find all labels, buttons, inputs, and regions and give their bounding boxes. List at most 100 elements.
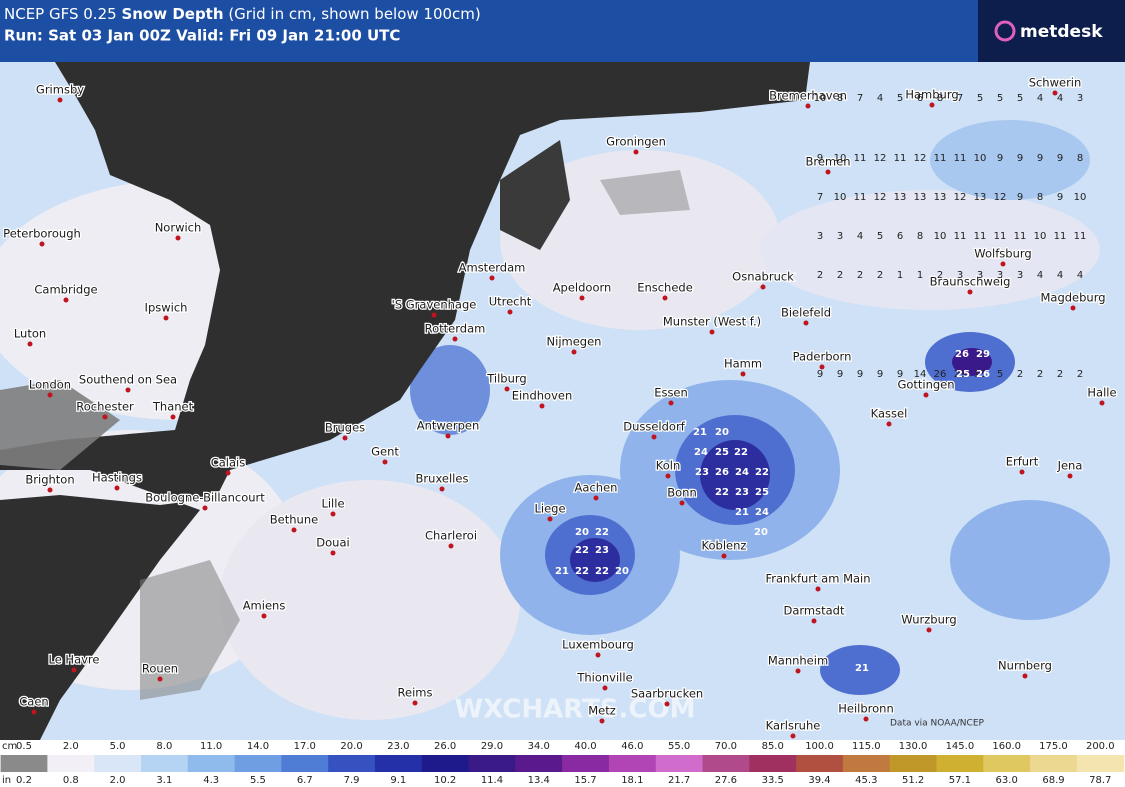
city-dot xyxy=(790,733,796,739)
grid-value: 9 xyxy=(837,369,843,380)
legend-in-label: 2.0 xyxy=(110,775,126,786)
peak-value: 25 xyxy=(755,487,769,498)
grid-value: 12 xyxy=(914,153,927,164)
grid-value: 5 xyxy=(977,93,983,104)
city-dot xyxy=(665,473,671,479)
grid-value: 2 xyxy=(857,270,863,281)
land-outline xyxy=(0,170,690,700)
legend-cm-label: 23.0 xyxy=(387,741,409,752)
legend-in-label: 63.0 xyxy=(996,775,1018,786)
grid-value: 2 xyxy=(877,270,883,281)
legend-swatch xyxy=(983,755,1031,772)
grid-value: 4 xyxy=(1077,270,1083,281)
legend-swatch xyxy=(749,755,797,772)
legend-cm-label: 11.0 xyxy=(200,741,222,752)
grid-value: 13 xyxy=(974,192,987,203)
city-dot xyxy=(926,627,932,633)
watermark: WXCHARTS.COM xyxy=(454,695,695,725)
peak-value: 24 xyxy=(694,447,708,458)
grid-value: 7 xyxy=(857,93,863,104)
legend-cm-label: 55.0 xyxy=(668,741,690,752)
city-label: Aachen xyxy=(575,481,618,495)
city-label: Schwerin xyxy=(1029,76,1082,90)
legend-cm-label: 40.0 xyxy=(574,741,596,752)
peak-value: 22 xyxy=(755,467,769,478)
city-label: Munster (West f.) xyxy=(663,315,761,329)
city-dot xyxy=(114,485,120,491)
city-dot xyxy=(330,550,336,556)
legend-cm-label: 100.0 xyxy=(805,741,834,752)
legend-swatch xyxy=(234,755,282,772)
city-label: Halle xyxy=(1087,386,1116,400)
grid-value: 2 xyxy=(817,270,823,281)
grid-value: 29 xyxy=(954,369,967,380)
legend-swatch xyxy=(702,755,750,772)
city-dot xyxy=(175,235,181,241)
grid-value: 5 xyxy=(877,231,883,242)
city-label: Antwerpen xyxy=(417,419,480,433)
title-bold: Snow Depth xyxy=(121,5,223,23)
legend-in-label: 7.9 xyxy=(344,775,360,786)
legend-cm-label: 20.0 xyxy=(340,741,362,752)
grid-value: 3 xyxy=(1017,270,1023,281)
grid-value: 3 xyxy=(817,231,823,242)
legend-in-label: 0.8 xyxy=(63,775,79,786)
legend-cm-label: 34.0 xyxy=(528,741,550,752)
grid-value: 10 xyxy=(974,153,987,164)
peak-value: 23 xyxy=(595,545,609,556)
grid-value: 9 xyxy=(877,369,883,380)
city-label: Paderborn xyxy=(793,350,852,364)
header-bar xyxy=(0,0,1125,62)
city-dot xyxy=(599,718,605,724)
city-dot xyxy=(760,284,766,290)
legend-in-label: 57.1 xyxy=(949,775,971,786)
legend-in-label: 3.1 xyxy=(156,775,172,786)
grid-value: 11 xyxy=(1014,231,1027,242)
city-label: Saarbrucken xyxy=(631,687,703,701)
grid-value: 6 xyxy=(897,231,903,242)
city-label: Le Havre xyxy=(49,653,100,667)
grid-value: 9 xyxy=(817,153,823,164)
grid-value: 11 xyxy=(1054,231,1067,242)
grid-value: 10 xyxy=(834,192,847,203)
city-label: Luxembourg xyxy=(562,638,634,652)
legend-in-label: 4.3 xyxy=(203,775,219,786)
city-dot xyxy=(811,618,817,624)
grid-value: 10 xyxy=(814,93,827,104)
city-dot xyxy=(1019,469,1025,475)
city-label: Rochester xyxy=(76,400,134,414)
city-dot xyxy=(342,435,348,441)
grid-value: 9 xyxy=(997,153,1003,164)
city-dot xyxy=(439,486,445,492)
peak-value: 23 xyxy=(735,487,749,498)
legend-in-label: 15.7 xyxy=(574,775,596,786)
grid-value: 11 xyxy=(974,231,987,242)
city-label: Essen xyxy=(654,386,688,400)
grid-value: 12 xyxy=(994,192,1007,203)
grid-value: 9 xyxy=(817,369,823,380)
legend-cm-label: 200.0 xyxy=(1086,741,1115,752)
city-label: Charleroi xyxy=(425,529,477,543)
city-dot xyxy=(923,392,929,398)
city-label: Karlsruhe xyxy=(766,719,821,733)
peak-value: 22 xyxy=(575,545,589,556)
city-label: Luton xyxy=(14,327,46,341)
city-label: Grimsby xyxy=(36,83,84,97)
legend-swatch xyxy=(562,755,610,772)
city-label: Peterborough xyxy=(3,227,81,241)
grid-value: 3 xyxy=(977,270,983,281)
legend-cm-label: 14.0 xyxy=(247,741,269,752)
city-label: Hamm xyxy=(724,357,762,371)
grid-value: 4 xyxy=(857,231,863,242)
legend-cm-label: 115.0 xyxy=(852,741,881,752)
city-label: Mannheim xyxy=(768,654,828,668)
city-label: Lille xyxy=(321,497,344,511)
grid-value: 2 xyxy=(1057,369,1063,380)
city-label: Magdeburg xyxy=(1040,291,1105,305)
legend-swatch xyxy=(515,755,563,772)
city-dot xyxy=(662,295,668,301)
city-dot xyxy=(452,336,458,342)
city-dot xyxy=(157,676,163,682)
city-dot xyxy=(1067,473,1073,479)
grid-value: 10 xyxy=(1034,231,1047,242)
